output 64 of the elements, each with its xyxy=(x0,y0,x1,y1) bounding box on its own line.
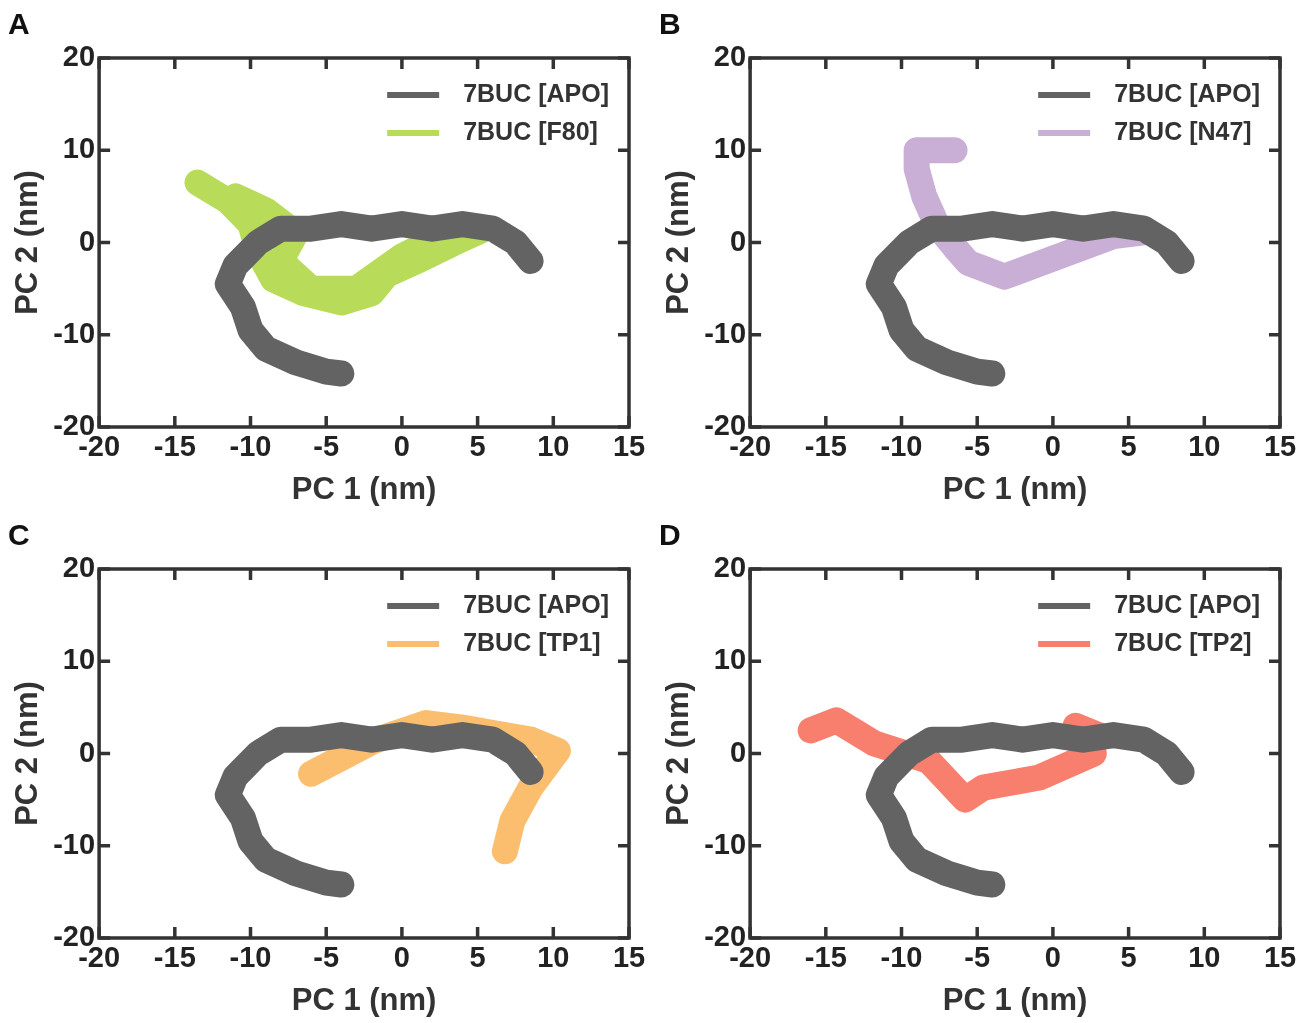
x-tick-label: 5 xyxy=(469,430,486,463)
y-tick-label: -10 xyxy=(704,827,747,860)
x-tick-label: 15 xyxy=(1263,430,1297,463)
x-tick-label: -10 xyxy=(229,941,272,974)
x-tick-label: -15 xyxy=(153,430,196,463)
y-tick-label: 20 xyxy=(713,40,747,72)
x-tick-label: -15 xyxy=(804,430,847,463)
y-axis-title: PC 2 (nm) xyxy=(660,170,696,315)
x-axis-title: PC 1 (nm) xyxy=(291,981,437,1017)
chart-title: D xyxy=(659,518,681,552)
y-tick-label: -10 xyxy=(53,316,96,349)
x-tick-label: -10 xyxy=(880,430,923,463)
x-tick-label: 5 xyxy=(469,941,486,974)
chart-title: A xyxy=(8,7,30,41)
x-tick-label: -15 xyxy=(153,941,196,974)
x-tick-label: 10 xyxy=(1188,430,1221,463)
x-tick-label: -10 xyxy=(880,941,923,974)
y-tick-label: 10 xyxy=(713,643,747,676)
legend-label: 7BUC [F80] xyxy=(463,116,598,145)
y-tick-label: 20 xyxy=(713,551,747,583)
x-tick-label: 5 xyxy=(1120,941,1137,974)
x-tick-label: 10 xyxy=(537,941,570,974)
x-tick-label: -5 xyxy=(964,941,991,974)
x-axis-title: PC 1 (nm) xyxy=(291,470,437,506)
x-tick-label: -10 xyxy=(229,430,272,463)
y-axis-title: PC 2 (nm) xyxy=(660,681,696,826)
chart-title: C xyxy=(8,518,30,552)
legend-label: 7BUC [APO] xyxy=(463,78,610,107)
x-axis-title: PC 1 (nm) xyxy=(942,981,1088,1017)
x-tick-label: 15 xyxy=(612,941,646,974)
x-tick-label: 15 xyxy=(612,430,646,463)
chart-title: B xyxy=(659,7,681,41)
x-tick-label: -5 xyxy=(313,430,340,463)
y-tick-label: 20 xyxy=(62,40,96,72)
y-tick-label: 20 xyxy=(62,551,96,583)
y-tick-label: 10 xyxy=(62,132,96,165)
x-tick-label: -15 xyxy=(804,941,847,974)
x-tick-label: 0 xyxy=(393,430,410,463)
x-axis-title: PC 1 (nm) xyxy=(942,470,1088,506)
legend-label: 7BUC [N47] xyxy=(1114,116,1252,145)
y-tick-label: 0 xyxy=(78,735,96,768)
y-tick-label: -10 xyxy=(704,316,747,349)
legend-label: 7BUC [APO] xyxy=(1114,589,1261,618)
legend-label: 7BUC [TP2] xyxy=(1114,627,1252,656)
y-tick-label: 0 xyxy=(729,224,747,257)
legend-label: 7BUC [APO] xyxy=(463,589,610,618)
x-tick-label: 0 xyxy=(393,941,410,974)
x-tick-label: 0 xyxy=(1044,430,1061,463)
x-tick-label: 15 xyxy=(1263,941,1297,974)
y-tick-label: 10 xyxy=(713,132,747,165)
x-tick-label: 10 xyxy=(1188,941,1221,974)
legend-label: 7BUC [TP1] xyxy=(463,627,601,656)
x-tick-label: -5 xyxy=(964,430,991,463)
x-tick-label: 0 xyxy=(1044,941,1061,974)
x-tick-label: 5 xyxy=(1120,430,1137,463)
y-tick-label: 10 xyxy=(62,643,96,676)
y-tick-label: 0 xyxy=(729,735,747,768)
y-tick-label: -10 xyxy=(53,827,96,860)
x-tick-label: 10 xyxy=(537,430,570,463)
y-axis-title: PC 2 (nm) xyxy=(9,681,45,826)
x-tick-label: -5 xyxy=(313,941,340,974)
legend-label: 7BUC [APO] xyxy=(1114,78,1261,107)
y-tick-label: 0 xyxy=(78,224,96,257)
y-axis-title: PC 2 (nm) xyxy=(9,170,45,315)
